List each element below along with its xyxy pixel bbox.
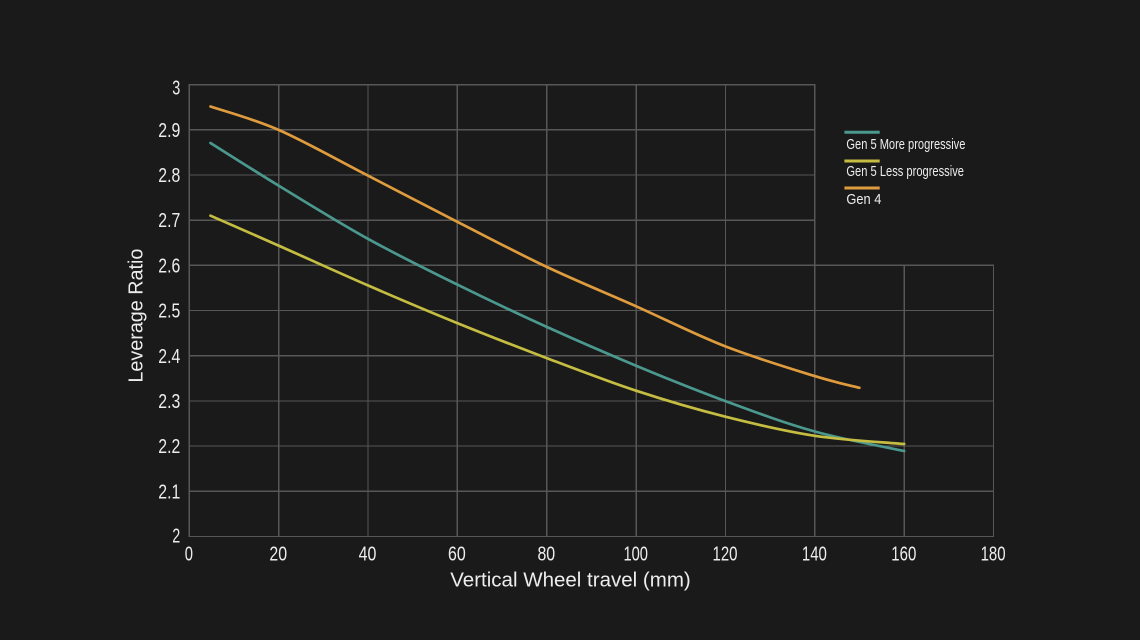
svg-text:2.9: 2.9 <box>158 120 180 142</box>
svg-text:2.1: 2.1 <box>158 481 180 503</box>
svg-text:160: 160 <box>891 543 916 565</box>
svg-text:2: 2 <box>172 525 180 547</box>
svg-text:Vertical Wheel travel (mm): Vertical Wheel travel (mm) <box>450 569 691 592</box>
svg-text:2.3: 2.3 <box>158 391 180 413</box>
svg-text:Gen 4: Gen 4 <box>846 191 881 208</box>
svg-text:3: 3 <box>172 77 180 99</box>
svg-text:2.8: 2.8 <box>158 165 180 187</box>
svg-text:0: 0 <box>185 543 193 565</box>
svg-text:80: 80 <box>537 543 555 565</box>
svg-text:60: 60 <box>448 543 466 565</box>
svg-text:100: 100 <box>623 543 648 565</box>
svg-text:120: 120 <box>713 543 738 565</box>
svg-text:2.5: 2.5 <box>158 301 180 323</box>
svg-text:140: 140 <box>802 543 827 565</box>
svg-text:2.4: 2.4 <box>158 346 180 368</box>
svg-text:Gen 5 Less progressive: Gen 5 Less progressive <box>846 163 964 180</box>
svg-text:2.6: 2.6 <box>158 255 180 277</box>
svg-text:20: 20 <box>269 543 287 565</box>
svg-text:40: 40 <box>359 543 377 565</box>
svg-text:2.7: 2.7 <box>158 210 180 232</box>
svg-text:2.2: 2.2 <box>158 436 180 458</box>
svg-text:Leverage Ratio: Leverage Ratio <box>125 249 148 383</box>
svg-text:180: 180 <box>981 543 1006 565</box>
svg-text:Gen 5 More progressive: Gen 5 More progressive <box>846 136 965 153</box>
